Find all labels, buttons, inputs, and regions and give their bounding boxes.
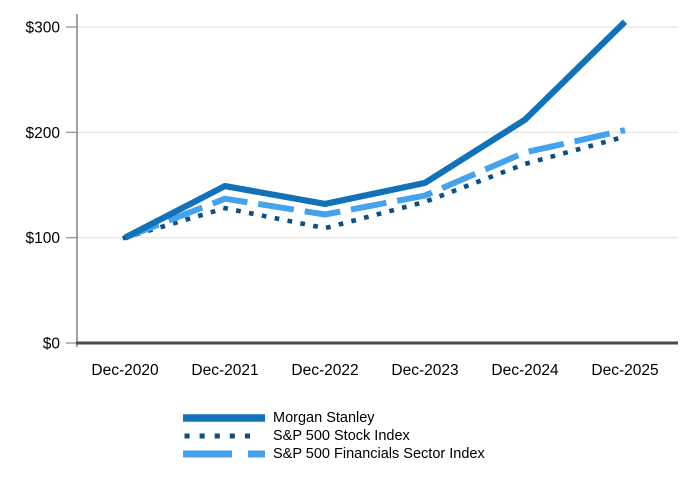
x-axis-label: Dec-2021 [191, 362, 258, 379]
x-axis-label: Dec-2023 [391, 362, 458, 379]
legend-item-morgan-stanley: Morgan Stanley [183, 409, 485, 427]
series-line-dashed [123, 127, 626, 241]
x-axis-label: Dec-2020 [91, 362, 159, 379]
legend-item-sp500-stock-index: S&P 500 Stock Index [183, 427, 485, 445]
legend-label-sp500-stock-index: S&P 500 Stock Index [273, 428, 410, 444]
series-line-dotted [122, 133, 628, 241]
x-axis-label: Dec-2022 [291, 362, 358, 379]
legend-label-morgan-stanley: Morgan Stanley [273, 410, 375, 426]
legend-item-sp500-financials-sector-index: S&P 500 Financials Sector Index [183, 445, 485, 463]
x-axis-label: Dec-2024 [491, 362, 559, 379]
chart-canvas: $0 $100 $200 $300 Dec-2020 Dec-2021 Dec-2022 De… [26, 14, 678, 379]
legend-swatch-dotted-line-icon [184, 433, 264, 439]
chart-legend: Morgan Stanley S&P 500 Stock Index S&P 5… [183, 409, 485, 463]
y-axis-label: $0 [43, 336, 61, 353]
y-axis-label: $200 [26, 125, 61, 142]
legend-label-sp500-financials-sector-index: S&P 500 Financials Sector Index [273, 446, 485, 462]
series-line-solid [123, 19, 628, 241]
y-axis-label: $100 [26, 230, 61, 247]
legend-swatch-dashed-line-icon [183, 450, 265, 458]
y-axis-label: $300 [26, 20, 61, 37]
x-axis-label: Dec-2025 [591, 362, 658, 379]
legend-swatch-solid-line-icon [183, 414, 265, 422]
